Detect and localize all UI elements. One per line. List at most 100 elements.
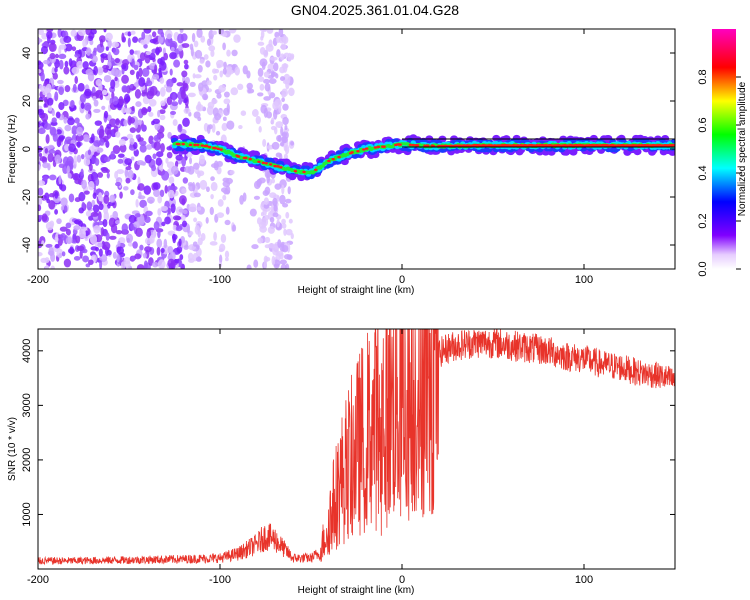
spectrogram-cell bbox=[153, 189, 161, 198]
spectrogram-cell bbox=[259, 29, 267, 32]
spectrogram-cell bbox=[159, 109, 166, 115]
spectrogram-cell bbox=[44, 257, 50, 263]
spectrogram-cell bbox=[181, 156, 187, 167]
spectrogram-cell bbox=[672, 143, 675, 147]
spectrogram-cell bbox=[356, 150, 360, 153]
spectrogram-cell bbox=[163, 238, 168, 249]
spectrogram-cell bbox=[169, 185, 178, 191]
spectrogram-cell bbox=[58, 135, 66, 140]
spectrogram-cell bbox=[88, 215, 94, 221]
spectrogram-cell bbox=[216, 160, 224, 168]
spectrogram-cell bbox=[99, 38, 104, 48]
spectrogram-cell bbox=[129, 84, 134, 89]
spectrogram-cell bbox=[148, 111, 154, 117]
spectrogram-cell bbox=[226, 103, 230, 113]
spectrogram-cell bbox=[110, 150, 115, 160]
spectrogram-cell bbox=[283, 153, 288, 161]
spectrogram-cell bbox=[196, 143, 200, 147]
spectrogram-cell bbox=[211, 123, 216, 133]
spectrogram-cell bbox=[39, 84, 43, 90]
spectrogram-cell bbox=[118, 95, 124, 106]
spectrogram-cell bbox=[253, 180, 261, 190]
spectrogram-cell bbox=[281, 244, 289, 253]
spectrogram-cell bbox=[248, 157, 252, 161]
spectrogram-cell bbox=[127, 31, 132, 37]
spectrogram-cell bbox=[269, 216, 275, 223]
spectrogram-cell bbox=[181, 220, 188, 228]
spectrogram-cell bbox=[426, 144, 430, 147]
spectrogram-cell bbox=[213, 74, 218, 81]
spectrogram-cell bbox=[188, 143, 193, 147]
spectrogram-cell bbox=[59, 226, 68, 232]
spectrogram-cell bbox=[63, 35, 72, 44]
spectrogram-cell bbox=[415, 144, 420, 147]
spectrogram-cell bbox=[128, 117, 136, 124]
spectrogram-cell bbox=[249, 208, 257, 217]
y-tick-label: 4000 bbox=[21, 339, 33, 363]
spectrogram-cell bbox=[51, 117, 57, 124]
spectrogram-cell bbox=[94, 158, 100, 166]
spectrogram-cell bbox=[288, 87, 295, 97]
spectrogram-cell bbox=[82, 255, 90, 263]
spectrogram-cell bbox=[195, 256, 202, 262]
spectrogram-cell bbox=[121, 223, 128, 233]
spectrogram-cell bbox=[137, 185, 141, 191]
spectrogram-cell bbox=[70, 29, 77, 37]
spectrogram-cell bbox=[142, 252, 147, 259]
spectrogram-cell bbox=[112, 145, 121, 154]
spectrogram-cell bbox=[87, 259, 94, 266]
spectrogram-cell bbox=[177, 123, 183, 133]
spectrogram-cell bbox=[66, 165, 70, 175]
spectrogram-cell bbox=[161, 221, 166, 227]
spectrogram-cell bbox=[200, 35, 206, 43]
spectrogram-cell bbox=[100, 53, 108, 59]
spectrogram-cell bbox=[98, 128, 105, 139]
spectrogram-cell bbox=[156, 246, 161, 256]
spectrogram-cell bbox=[141, 124, 147, 132]
spectrogram-cell bbox=[190, 46, 194, 57]
spectrogram-cell bbox=[114, 57, 120, 64]
colorbar-tick-label: 0.4 bbox=[697, 165, 709, 180]
spectrogram-cell bbox=[160, 247, 165, 253]
spectrogram-cell bbox=[80, 168, 84, 177]
spectrogram-cell bbox=[270, 125, 277, 131]
spectrogram-cell bbox=[115, 219, 120, 225]
spectrogram-cell bbox=[92, 95, 97, 101]
spectrogram-cell bbox=[242, 65, 248, 75]
x-tick-label: -100 bbox=[209, 274, 231, 286]
spectrogram-cell bbox=[131, 105, 135, 112]
spectrogram-cell bbox=[58, 86, 65, 96]
spectrogram-cell bbox=[159, 77, 165, 84]
spectrogram-cell bbox=[47, 105, 53, 112]
spectrogram-cell bbox=[93, 140, 102, 147]
spectrogram-cell bbox=[166, 96, 173, 106]
spectrogram-cell bbox=[80, 154, 85, 160]
spectrogram-cell bbox=[179, 29, 184, 34]
spectrogram-cell bbox=[124, 168, 129, 177]
spectrogram-cell bbox=[119, 144, 127, 153]
spectrogram-cell bbox=[38, 121, 41, 128]
spectrogram-cell bbox=[87, 35, 94, 41]
spectrogram-cell bbox=[233, 34, 241, 43]
spectrogram-cell bbox=[89, 53, 94, 60]
spectrogram-cell bbox=[200, 232, 206, 241]
spectrogram-cell bbox=[277, 134, 282, 143]
y-tick-label: -40 bbox=[21, 237, 33, 253]
spectrogram-cell bbox=[203, 54, 209, 60]
spectrogram-cell bbox=[105, 46, 109, 51]
spectrogram-cell bbox=[188, 183, 196, 192]
spectrogram-cell bbox=[141, 107, 148, 116]
spectrogram-cell bbox=[66, 156, 74, 166]
spectrogram-cell bbox=[116, 246, 125, 255]
spectrogram-cell bbox=[65, 228, 71, 236]
spectrogram-cell bbox=[183, 107, 191, 114]
spectrogram-cell bbox=[74, 197, 81, 203]
spectrogram-cell bbox=[178, 259, 183, 268]
spectrogram-cell bbox=[271, 255, 276, 266]
spectrogram-cell bbox=[282, 79, 291, 85]
spectrogram-cell bbox=[157, 259, 166, 269]
spectrogram-cell bbox=[220, 233, 227, 243]
spectrogram-cell bbox=[266, 111, 272, 119]
spectrogram-cell bbox=[164, 216, 171, 225]
spectrogram-cell bbox=[257, 76, 265, 82]
